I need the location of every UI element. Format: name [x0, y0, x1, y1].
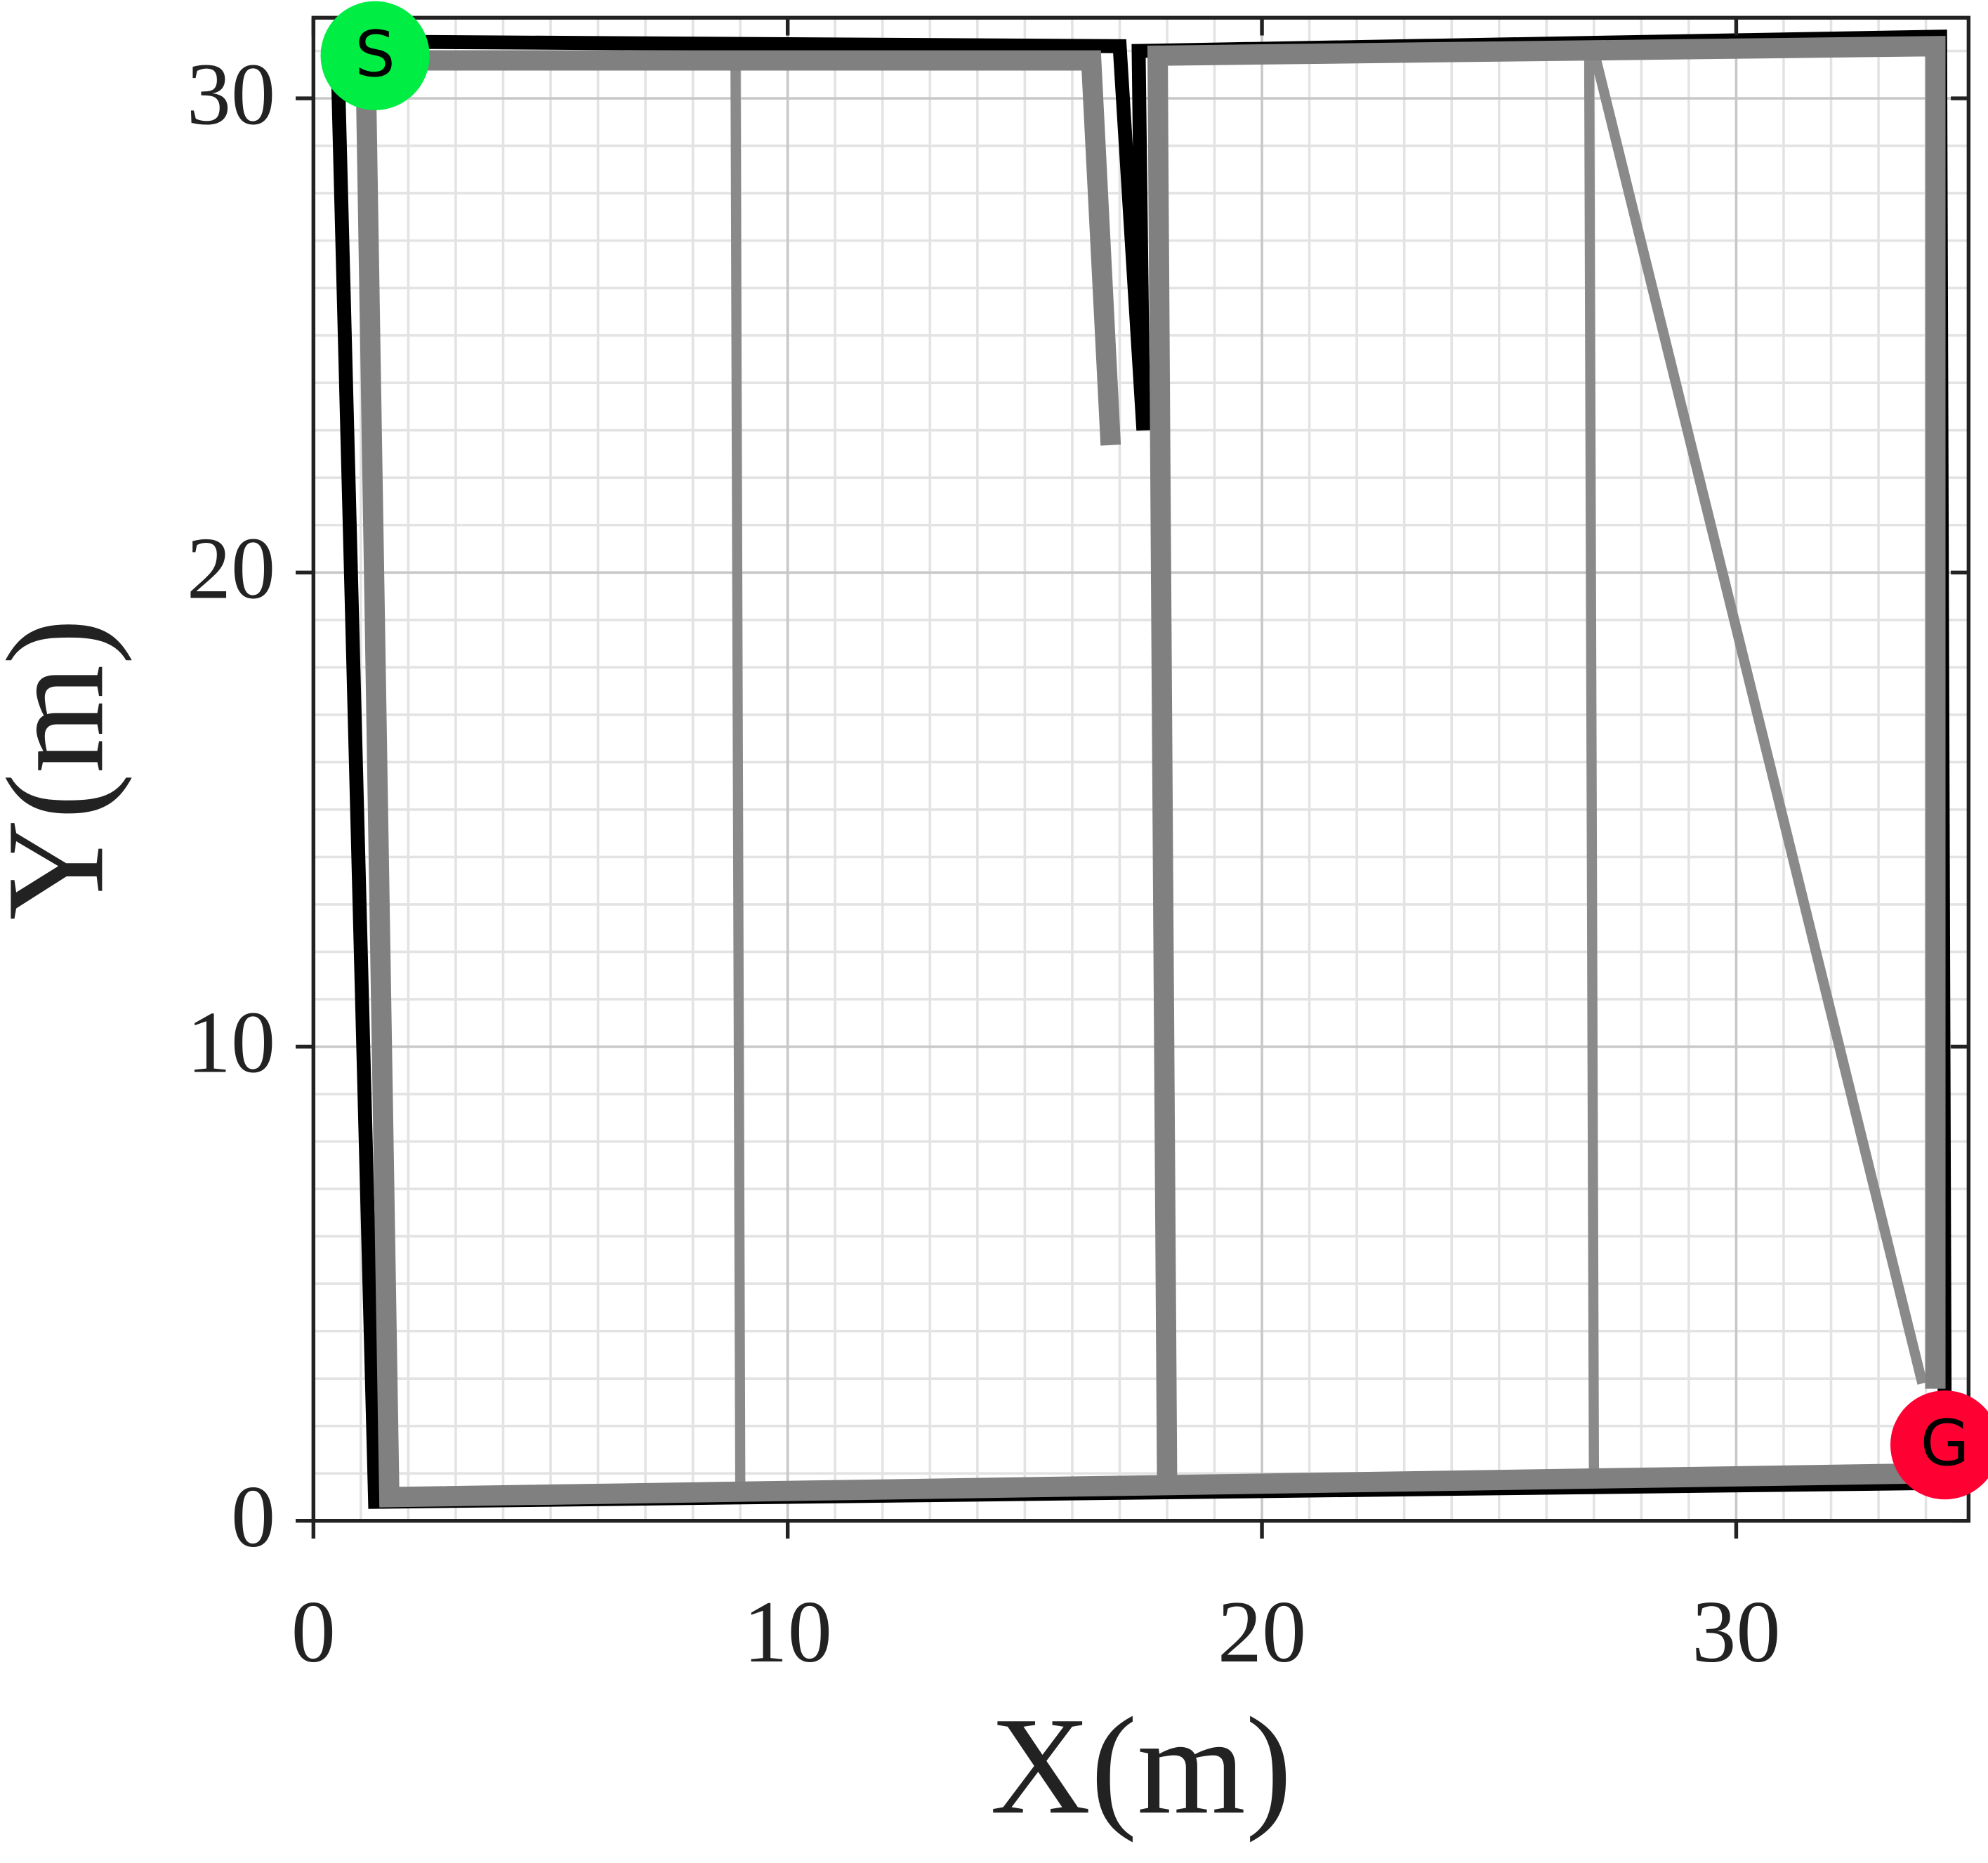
- trajectory: [329, 29, 1952, 1509]
- endpoint-label: G: [1921, 1407, 1970, 1480]
- x-tick-label: 20: [1218, 1583, 1306, 1681]
- plot-frame: [311, 15, 1971, 1523]
- trajectory: [355, 36, 1946, 1508]
- x-tick-label: 30: [1692, 1583, 1780, 1681]
- endpoint-marker: [1890, 1390, 1988, 1500]
- y-tick-label: 30: [187, 45, 275, 143]
- y-tick-label: 20: [187, 519, 275, 617]
- x-tick-label: 10: [744, 1583, 832, 1681]
- x-tick-label: 0: [291, 1583, 336, 1681]
- x-axis-title: X(m): [990, 1688, 1292, 1843]
- y-tick-label: 0: [231, 1468, 275, 1566]
- trajectory: [730, 44, 1928, 1488]
- y-tick-label: 10: [187, 994, 275, 1092]
- endpoint-marker: [320, 1, 430, 110]
- endpoint-label: S: [355, 18, 395, 91]
- y-axis-title: Y(m): [0, 618, 132, 920]
